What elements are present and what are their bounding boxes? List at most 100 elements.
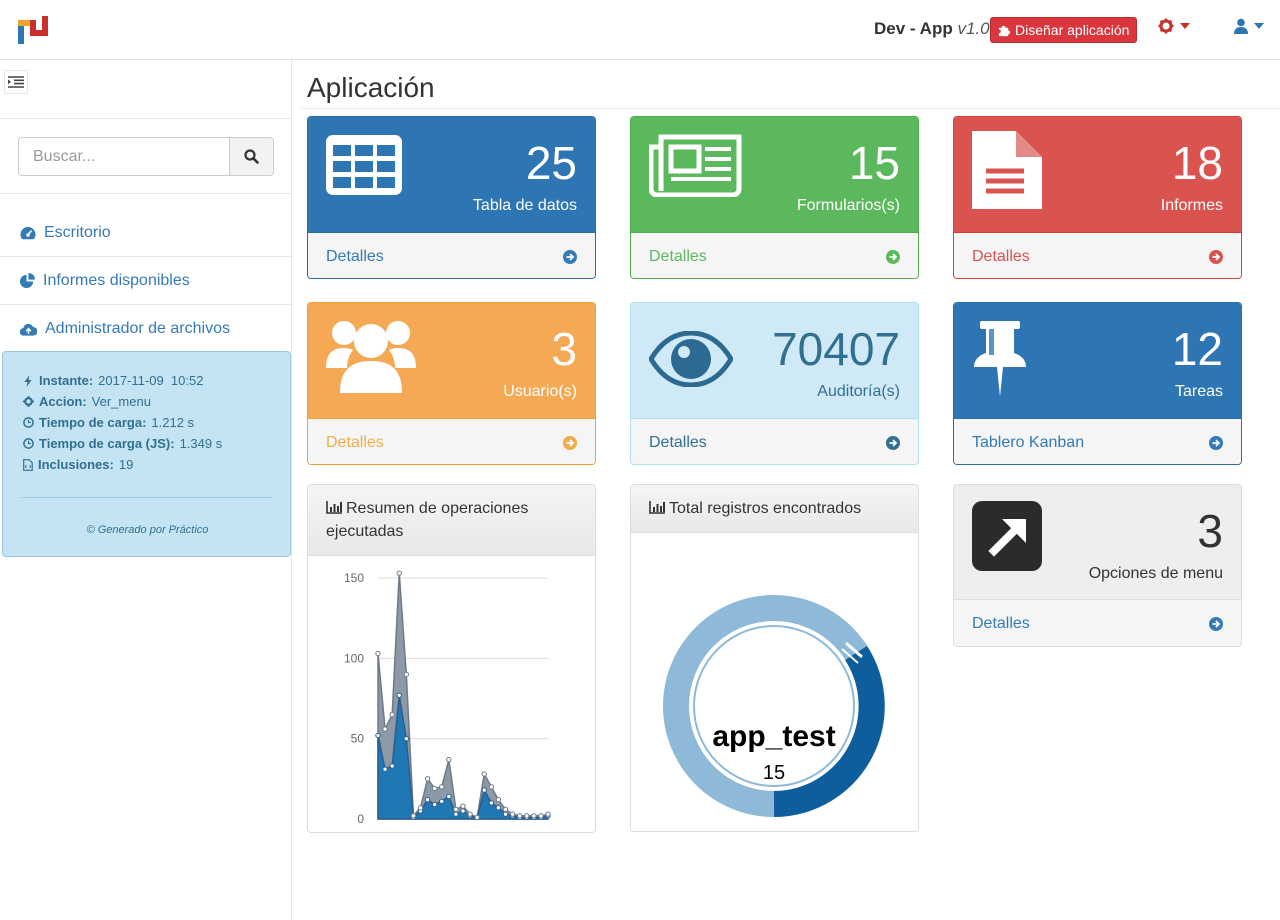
data-point[interactable]	[375, 732, 381, 739]
design-app-button[interactable]: Diseñar aplicación	[990, 17, 1138, 43]
arrow-circle-right-icon	[563, 435, 577, 450]
data-point[interactable]	[545, 811, 551, 817]
data-point[interactable]	[439, 784, 445, 790]
data-point[interactable]	[524, 813, 530, 819]
info-accion: Accion: Ver_menu	[23, 394, 151, 409]
tile-tabla-datos: 25 Tabla de datos Detalles	[307, 116, 596, 279]
bolt-icon	[24, 374, 32, 387]
tile-details-link[interactable]: Detalles	[954, 232, 1241, 278]
donut-center-value: 15	[763, 762, 785, 784]
search-button[interactable]	[229, 137, 274, 176]
dashboard-icon	[20, 226, 36, 239]
panel-heading: Total registros encontrados	[631, 485, 918, 533]
data-point[interactable]	[509, 811, 516, 817]
data-point[interactable]	[410, 813, 417, 819]
y-tick-label: 0	[357, 812, 364, 826]
data-point[interactable]	[431, 785, 438, 792]
data-point[interactable]	[502, 811, 509, 817]
data-point[interactable]	[396, 570, 402, 576]
gear-icon	[23, 396, 34, 407]
pie-chart-icon	[20, 273, 35, 288]
sidebar-item-informes[interactable]: Informes disponibles	[0, 257, 292, 305]
search-input[interactable]	[18, 137, 230, 176]
data-point[interactable]	[375, 650, 381, 657]
sidebar-item-archivos[interactable]: Administrador de archivos	[0, 305, 292, 353]
data-point[interactable]	[502, 806, 509, 813]
divider	[21, 497, 273, 498]
user-icon	[1234, 18, 1248, 34]
performance-info-panel: Instante: 2017-11-09 10:52 Accion: Ver_m…	[2, 351, 291, 557]
tile-details-link[interactable]: Detalles	[631, 232, 918, 278]
info-tiempo-carga: Tiempo de carga: 1.212 s	[23, 415, 194, 430]
arrow-circle-right-icon	[1209, 249, 1223, 264]
data-point[interactable]	[516, 813, 523, 819]
data-point[interactable]	[424, 797, 431, 803]
y-tick-label: 50	[351, 732, 365, 746]
data-point[interactable]	[382, 726, 388, 732]
data-point[interactable]	[481, 787, 487, 793]
data-point[interactable]	[446, 793, 452, 800]
kanban-board-link[interactable]: Tablero Kanban	[954, 418, 1241, 464]
arrow-circle-right-icon	[886, 435, 900, 450]
arrow-circle-right-icon	[1209, 435, 1223, 450]
data-point[interactable]	[488, 784, 495, 790]
sidebar-toggle-button[interactable]	[4, 70, 28, 94]
data-point[interactable]	[460, 808, 466, 814]
document-icon	[972, 131, 1042, 209]
bar-chart-icon	[326, 501, 342, 514]
app-logo[interactable]	[18, 16, 48, 46]
tile-auditorias: 70407 Auditoría(s) Detalles	[630, 302, 919, 465]
data-point[interactable]	[382, 766, 388, 772]
data-point[interactable]	[531, 813, 537, 819]
data-point[interactable]	[495, 805, 502, 811]
tile-count: 18	[1171, 137, 1223, 189]
data-point[interactable]	[481, 771, 487, 777]
data-point[interactable]	[460, 803, 466, 809]
tile-count: 15	[848, 137, 900, 189]
tile-details-link[interactable]: Detalles	[308, 232, 595, 278]
user-dropdown[interactable]	[1234, 18, 1264, 34]
pushpin-icon	[974, 321, 1026, 397]
tile-label: Opciones de menu	[1088, 565, 1223, 582]
data-point[interactable]	[403, 735, 410, 742]
data-point[interactable]	[453, 806, 459, 813]
generated-by-footer: © Generado por Práctico	[86, 524, 209, 536]
page-title: Aplicación	[307, 72, 435, 103]
data-point[interactable]	[396, 692, 402, 698]
donut-inner-ring	[693, 625, 855, 787]
clock-icon	[23, 438, 34, 449]
tile-label: Auditoría(s)	[817, 383, 900, 400]
divider	[300, 108, 1280, 109]
data-point[interactable]	[474, 814, 480, 821]
data-point[interactable]	[446, 756, 452, 763]
data-point[interactable]	[495, 797, 502, 803]
tile-details-link[interactable]: Detalles	[954, 599, 1241, 646]
tile-count: 3	[1197, 505, 1223, 557]
tile-usuarios: 3 Usuario(s) Detalles	[307, 302, 596, 465]
sidebar-item-escritorio[interactable]: Escritorio	[0, 209, 292, 257]
donut-gap	[845, 641, 863, 659]
data-point[interactable]	[389, 711, 395, 718]
tile-details-link[interactable]: Detalles	[308, 418, 595, 464]
data-point[interactable]	[389, 763, 395, 769]
data-point[interactable]	[439, 798, 445, 805]
data-point[interactable]	[488, 800, 495, 806]
data-point[interactable]	[417, 805, 424, 811]
settings-dropdown[interactable]	[1158, 18, 1190, 34]
top-navbar: Dev - App v1.0 Diseñar aplicación	[0, 0, 1280, 60]
operations-area-chart: 150 100 50 0	[344, 570, 551, 826]
tile-details-link[interactable]: Detalles	[631, 418, 918, 464]
data-point[interactable]	[453, 811, 459, 817]
search-icon	[244, 149, 259, 164]
data-point[interactable]	[431, 801, 438, 808]
panel-heading: Resumen de operaciones ejecutadas	[308, 485, 595, 556]
y-tick-label: 100	[344, 651, 364, 665]
data-point[interactable]	[467, 811, 473, 817]
data-point[interactable]	[538, 813, 544, 819]
newspaper-icon	[649, 134, 742, 197]
data-point[interactable]	[403, 671, 410, 678]
data-point[interactable]	[424, 776, 431, 782]
y-tick-label: 150	[344, 571, 364, 585]
tile-label: Usuario(s)	[503, 383, 577, 400]
tile-count: 3	[551, 323, 577, 375]
